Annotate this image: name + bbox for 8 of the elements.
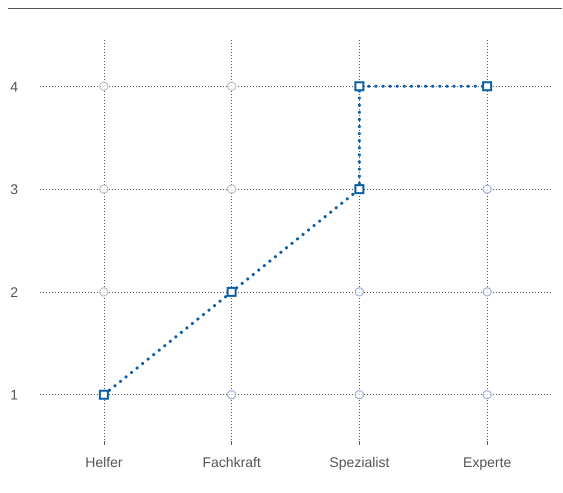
x-tick-label: Fachkraft <box>202 454 261 470</box>
x-tick-label: Helfer <box>85 454 123 470</box>
y-tick-label: 1 <box>10 386 18 403</box>
x-tick-label: Experte <box>463 454 512 470</box>
y-tick-label: 2 <box>10 284 18 300</box>
y-tick-label: 4 <box>10 78 18 94</box>
x-tick-label: Spezialist <box>329 454 390 470</box>
y-tick-label: 3 <box>10 181 18 198</box>
